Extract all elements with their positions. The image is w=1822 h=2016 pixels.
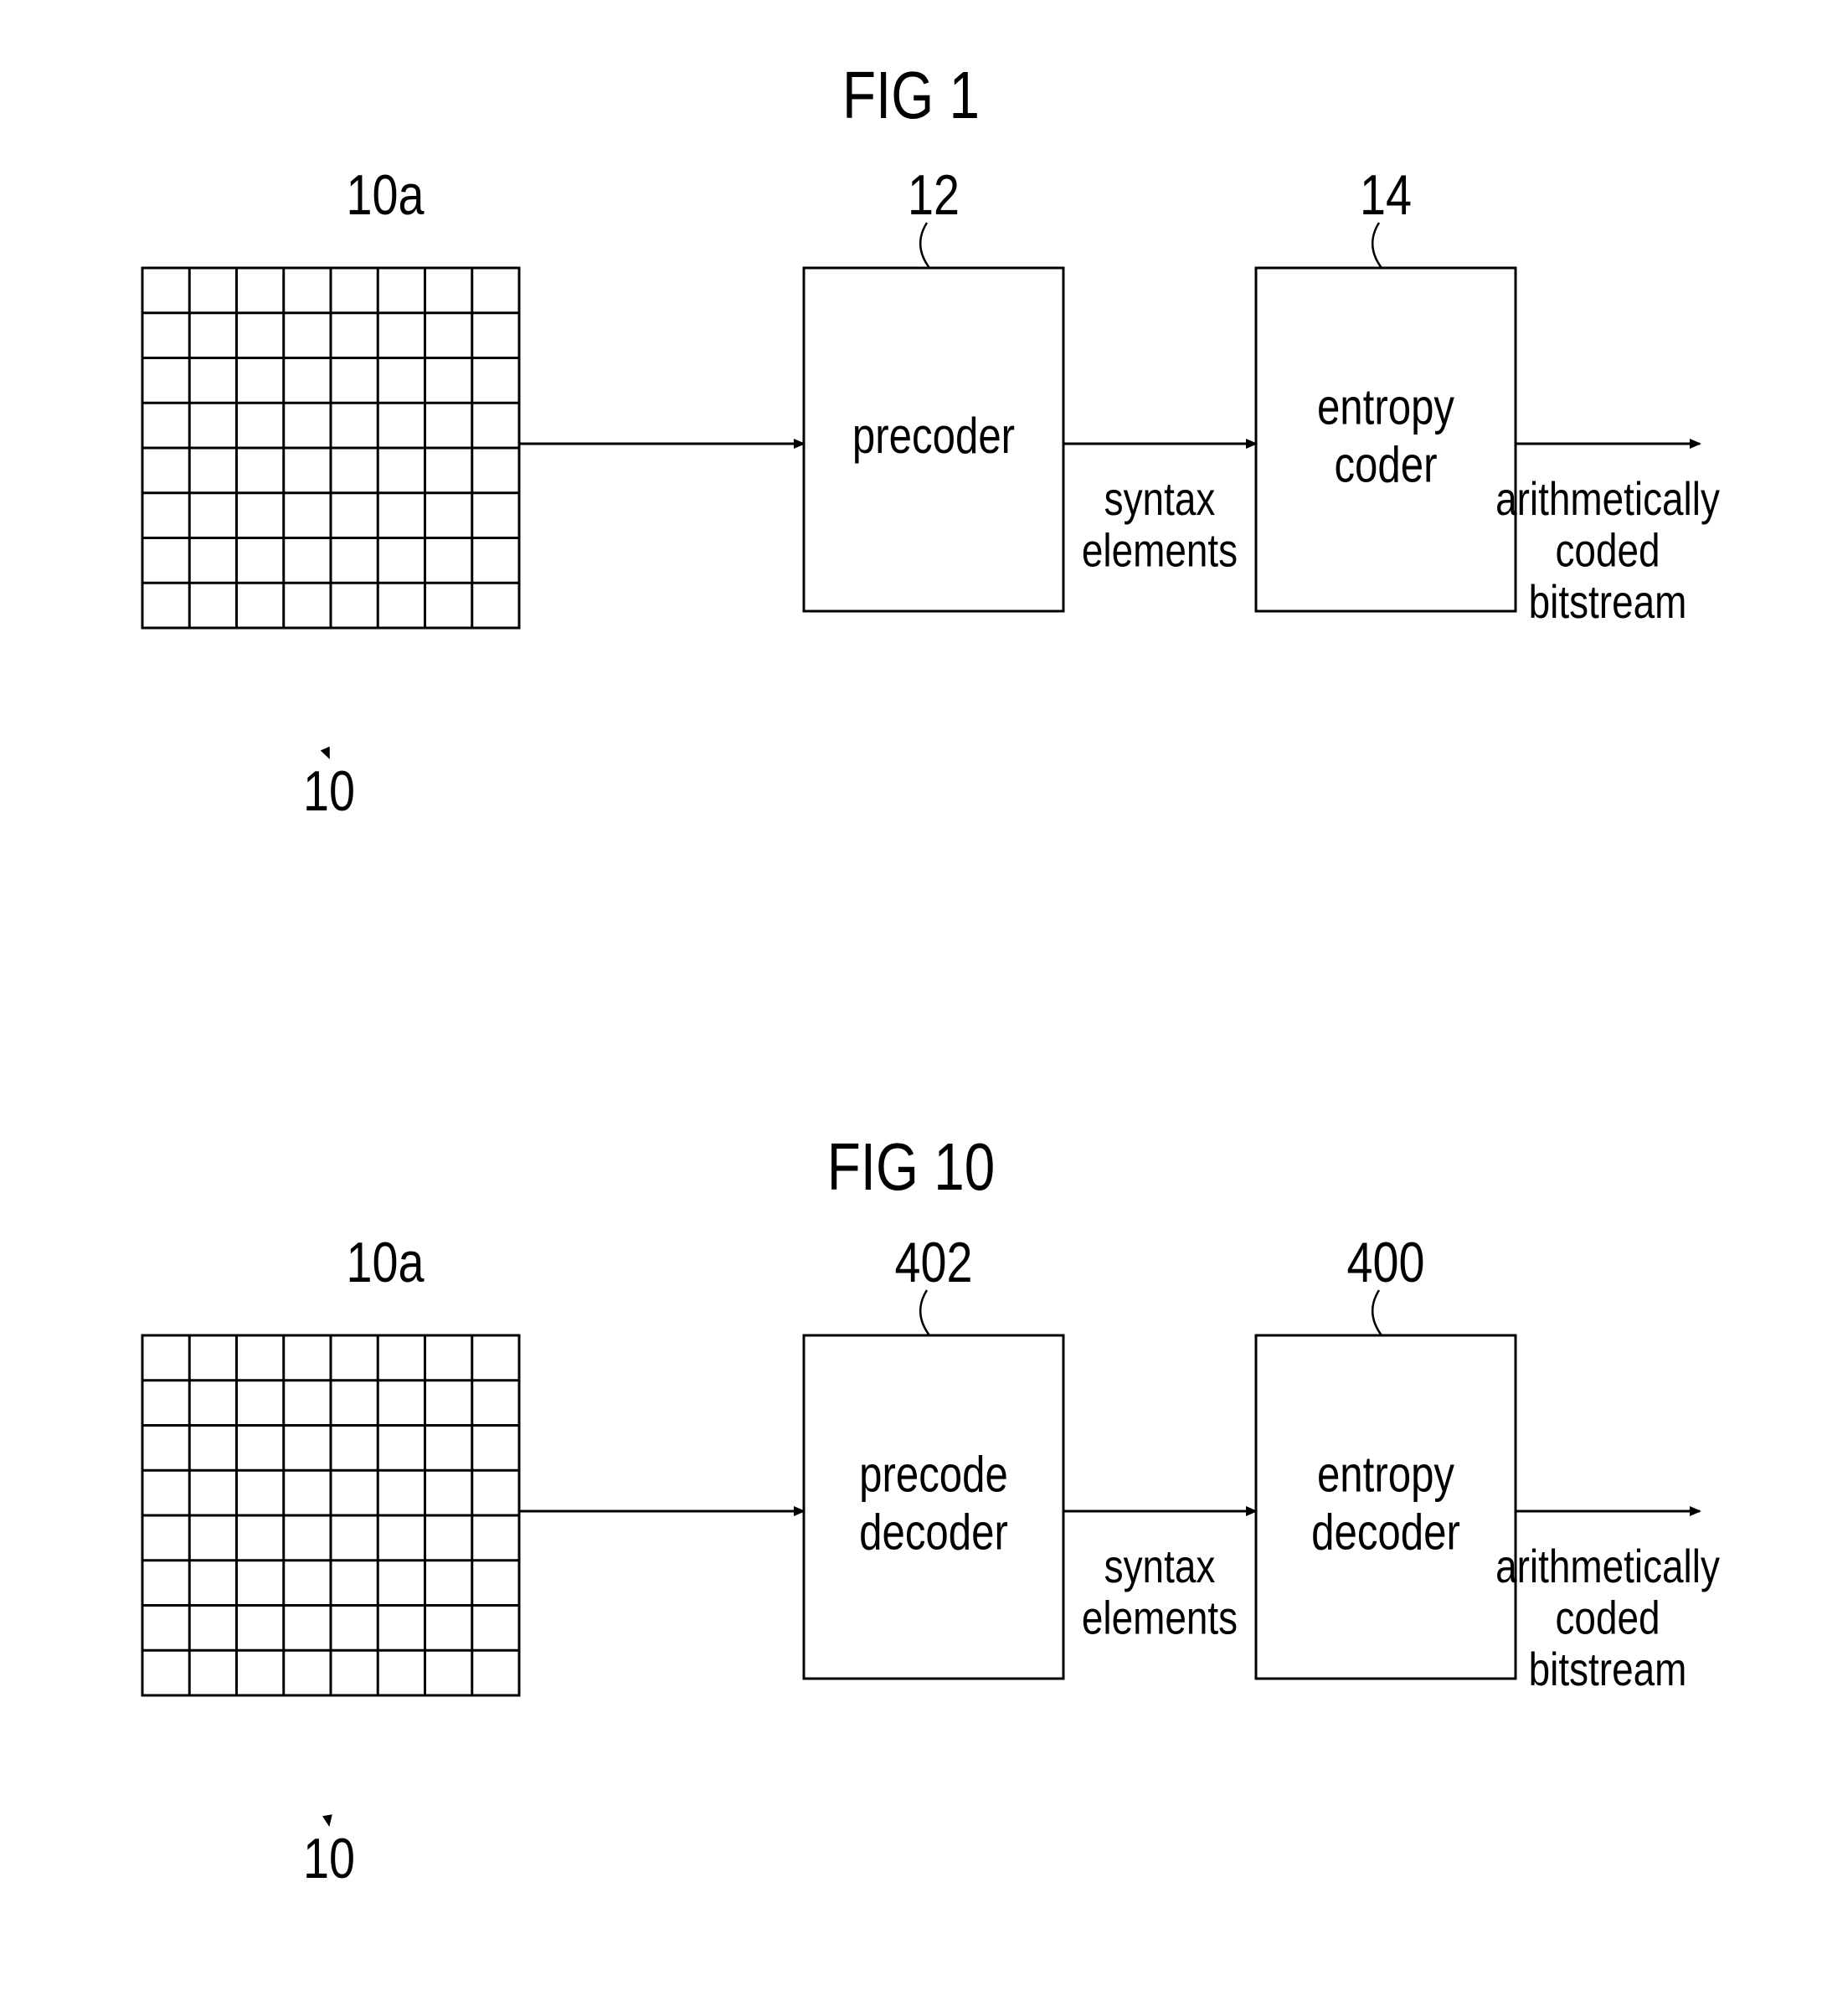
pixel-grid (142, 224, 519, 758)
ref-label: 10a (346, 164, 424, 227)
edge-label: syntax (1104, 1540, 1216, 1592)
pixel-grid (142, 1292, 519, 1825)
block-label: entropy (1317, 378, 1455, 435)
edge-label: coded (1555, 1592, 1660, 1643)
edge-label: elements (1082, 1592, 1238, 1643)
edge-label: arithmetically (1495, 472, 1720, 524)
edge-label: syntax (1104, 472, 1216, 524)
ref-label: 14 (1360, 164, 1412, 227)
edge-label: coded (1555, 524, 1660, 576)
ref-label: 10a (346, 1232, 424, 1294)
block-label: coder (1334, 436, 1437, 493)
edge-label: arithmetically (1495, 1540, 1720, 1592)
block-label: precode (859, 1446, 1008, 1503)
block-label: entropy (1317, 1446, 1455, 1503)
block-label: decoder (1311, 1504, 1460, 1561)
block-label: precoder (852, 407, 1015, 464)
edge-label: elements (1082, 524, 1238, 576)
figure-title: FIG 10 (827, 1129, 995, 1205)
edge-label: bitstream (1529, 1643, 1687, 1695)
ref-label: 10 (303, 1828, 355, 1890)
ref-label: 12 (908, 164, 960, 227)
figure-title: FIG 1 (842, 58, 980, 133)
block-label: decoder (859, 1504, 1008, 1561)
edge-label: bitstream (1529, 576, 1687, 628)
ref-label: 400 (1346, 1232, 1424, 1294)
ref-label: 10 (303, 760, 355, 823)
ref-label: 402 (894, 1232, 972, 1294)
